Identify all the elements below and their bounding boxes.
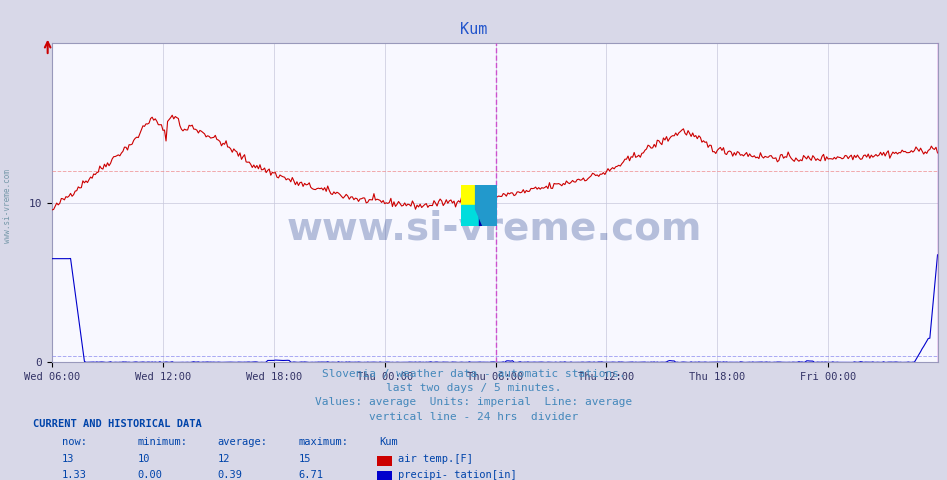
Text: precipi- tation[in]: precipi- tation[in]	[398, 470, 516, 480]
Text: 10: 10	[137, 454, 150, 464]
Bar	[461, 205, 479, 226]
Text: maximum:: maximum:	[298, 437, 348, 447]
Text: www.si-vreme.com: www.si-vreme.com	[287, 209, 703, 247]
Text: average:: average:	[218, 437, 268, 447]
Text: CURRENT AND HISTORICAL DATA: CURRENT AND HISTORICAL DATA	[33, 419, 202, 429]
Text: Kum: Kum	[379, 437, 398, 447]
Text: Kum: Kum	[460, 22, 487, 36]
Text: last two days / 5 minutes.: last two days / 5 minutes.	[385, 383, 562, 393]
Text: vertical line - 24 hrs  divider: vertical line - 24 hrs divider	[369, 412, 578, 422]
Text: minimum:: minimum:	[137, 437, 188, 447]
Text: 13: 13	[62, 454, 74, 464]
Polygon shape	[475, 185, 497, 226]
Bar	[479, 205, 497, 226]
Text: www.si-vreme.com: www.si-vreme.com	[3, 169, 12, 243]
Text: Slovenia / weather data - automatic stations.: Slovenia / weather data - automatic stat…	[322, 369, 625, 379]
Text: 0.00: 0.00	[137, 470, 162, 480]
Text: 15: 15	[298, 454, 311, 464]
Text: 12: 12	[218, 454, 230, 464]
Text: 0.39: 0.39	[218, 470, 242, 480]
Text: air temp.[F]: air temp.[F]	[398, 454, 473, 464]
Text: 6.71: 6.71	[298, 470, 323, 480]
Bar	[461, 185, 479, 205]
Text: Values: average  Units: imperial  Line: average: Values: average Units: imperial Line: av…	[314, 397, 633, 408]
Text: 1.33: 1.33	[62, 470, 86, 480]
Text: now:: now:	[62, 437, 86, 447]
